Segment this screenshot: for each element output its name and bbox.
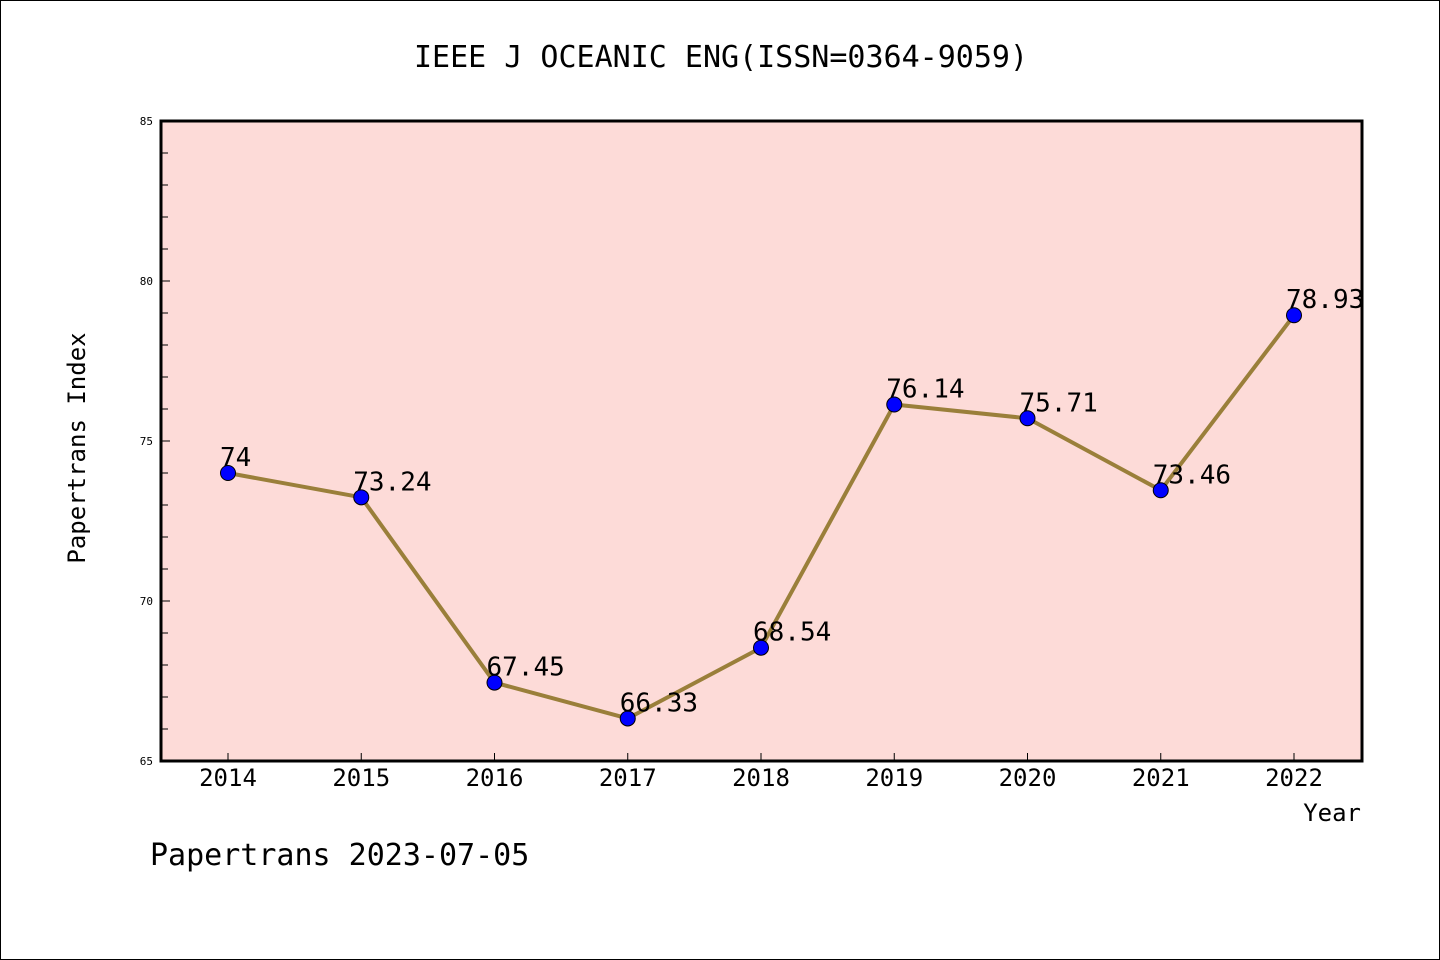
data-label: 66.33 bbox=[620, 688, 698, 718]
data-point bbox=[886, 396, 903, 413]
data-point bbox=[1152, 482, 1169, 499]
x-tick-label: 2022 bbox=[1265, 764, 1323, 792]
plot-area bbox=[159, 119, 1364, 763]
data-label: 73.24 bbox=[353, 467, 431, 497]
y-tick-label: 80 bbox=[140, 275, 153, 288]
data-label: 74 bbox=[220, 443, 251, 473]
y-tick-label: 70 bbox=[140, 595, 153, 608]
y-tick-label: 65 bbox=[140, 755, 153, 768]
data-point bbox=[1019, 410, 1036, 427]
y-tick-label: 75 bbox=[140, 435, 153, 448]
x-tick-label: 2015 bbox=[332, 764, 390, 792]
chart-title: IEEE J OCEANIC ENG(ISSN=0364-9059) bbox=[414, 40, 1028, 75]
data-point bbox=[619, 710, 636, 727]
y-axis: 65 70 75 80 85 bbox=[140, 115, 170, 768]
x-tick-label: 2021 bbox=[1132, 764, 1190, 792]
data-point bbox=[353, 489, 370, 506]
x-tick-label: 2020 bbox=[999, 764, 1057, 792]
x-tick-label: 2017 bbox=[599, 764, 657, 792]
data-label: 68.54 bbox=[753, 618, 831, 648]
data-label: 73.46 bbox=[1153, 460, 1231, 490]
data-label: 78.93 bbox=[1286, 285, 1364, 315]
y-axis-title: Papertrans Index bbox=[63, 332, 91, 563]
x-tick-label: 2014 bbox=[199, 764, 257, 792]
x-tick-label: 2019 bbox=[865, 764, 923, 792]
data-label: 75.71 bbox=[1020, 388, 1098, 418]
data-point bbox=[486, 674, 503, 691]
data-point bbox=[753, 639, 769, 656]
data-label: 67.45 bbox=[487, 653, 565, 683]
data-point bbox=[220, 465, 236, 481]
x-axis-title: Year bbox=[1303, 799, 1361, 827]
series-layer: 74 73.24 67.45 66.33 68.54 76.14 75.71 73.46 78.… bbox=[220, 285, 1364, 727]
footer-date-stamp: Papertrans 2023-07-05 bbox=[150, 838, 529, 873]
x-tick-label: 2016 bbox=[466, 764, 524, 792]
x-tick-label: 2018 bbox=[732, 764, 790, 792]
data-label: 76.14 bbox=[886, 375, 964, 405]
data-point bbox=[1286, 307, 1302, 324]
x-axis: 2014 2015 2016 2017 2018 2019 2020 2021 2022 bbox=[199, 753, 1323, 792]
y-tick-label: 85 bbox=[140, 115, 153, 128]
